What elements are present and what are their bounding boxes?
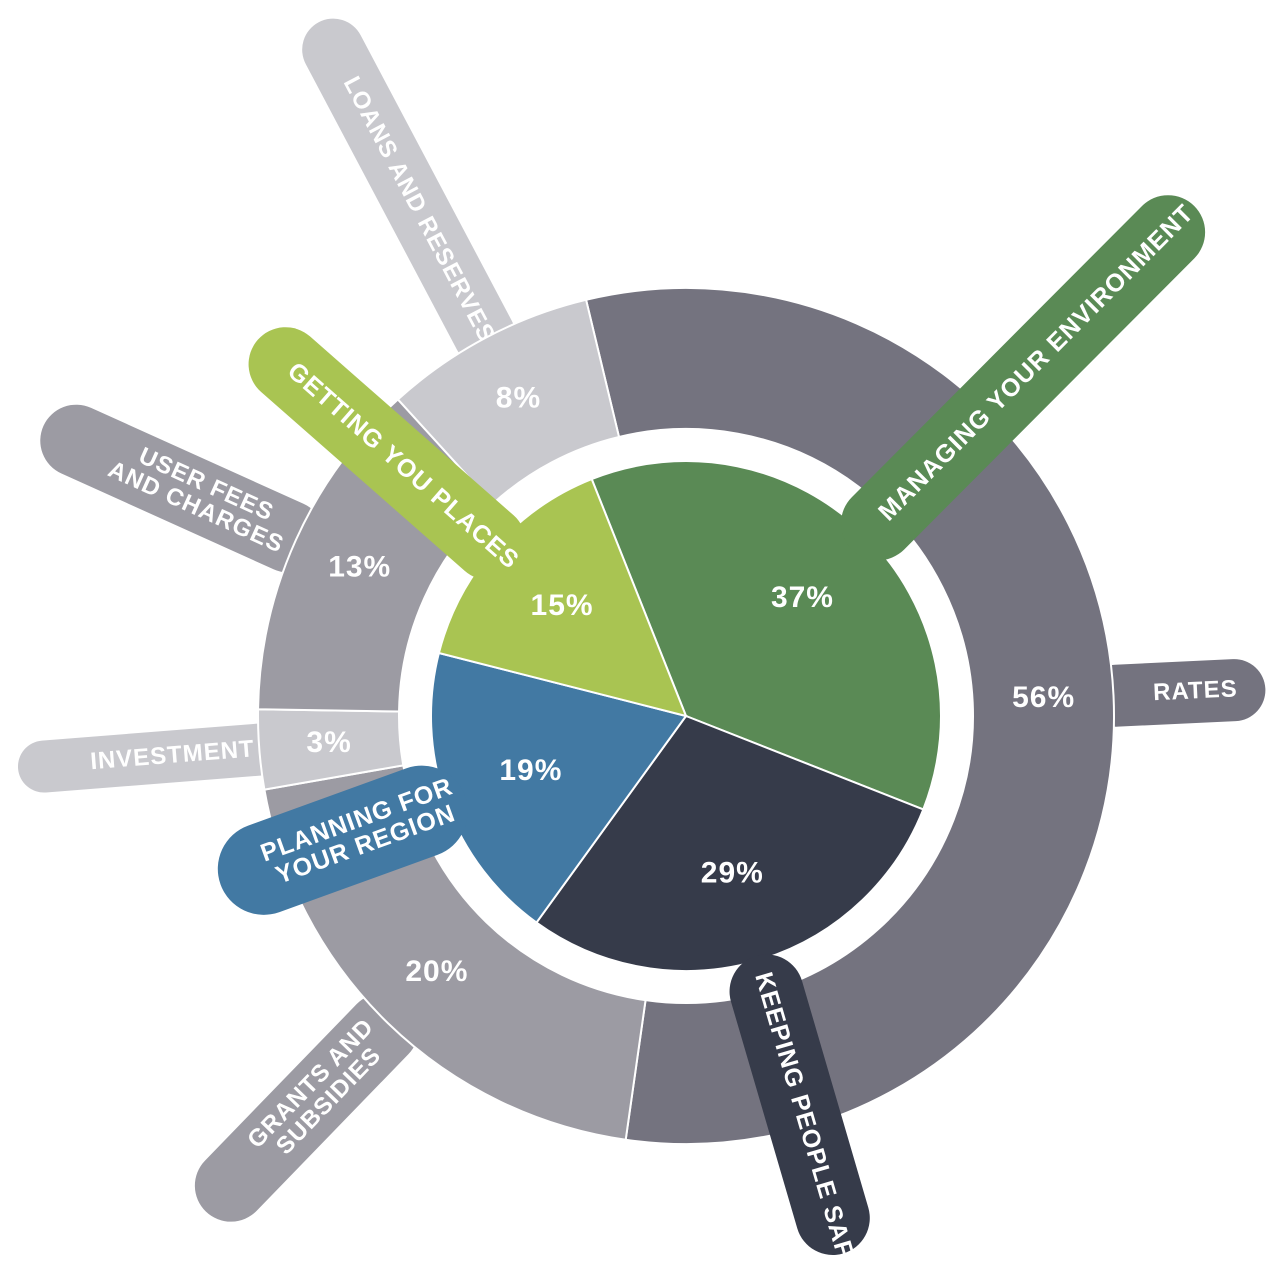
segment (396, 298, 621, 506)
value-label: 3% (306, 726, 351, 759)
label-pill (302, 18, 516, 367)
label-pill (840, 195, 1206, 561)
label-pill-group: INVESTMENT (17, 723, 288, 793)
value-label: 29% (701, 856, 764, 889)
value-label: 56% (1012, 681, 1075, 714)
label-pill (1085, 659, 1266, 727)
label-pill (248, 327, 527, 581)
label-pill-group: RATES (1085, 659, 1266, 727)
label-pill (40, 404, 325, 573)
pill-text: LOANS AND RESERVES (338, 72, 501, 347)
pill-text: RATES (1153, 675, 1239, 706)
value-label-layer: 37% 29% 19% 15% 56% 20% 3% 13% 8% (306, 382, 1075, 988)
value-label: 19% (499, 754, 562, 787)
label-pill-group: LOANS AND RESERVES (302, 18, 516, 367)
label-pill (17, 723, 288, 793)
value-label: 13% (328, 551, 391, 584)
category-label: RATES (1153, 675, 1239, 706)
value-label: 37% (771, 581, 834, 614)
label-pill (729, 954, 870, 1255)
label-pill (194, 993, 419, 1222)
value-label: 20% (405, 955, 468, 988)
value-label: 8% (496, 382, 541, 415)
value-label: 15% (531, 589, 594, 622)
label-pill (217, 765, 468, 915)
category-label: LOANS AND RESERVES (338, 72, 501, 347)
